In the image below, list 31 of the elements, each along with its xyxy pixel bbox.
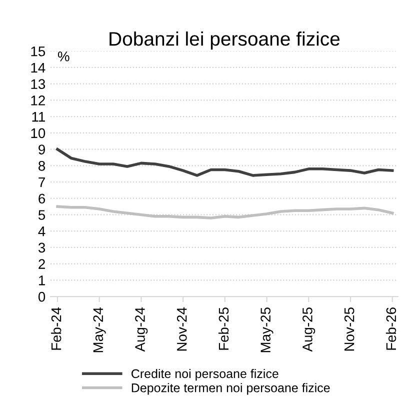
x-tick-label: Nov-24 — [176, 307, 187, 351]
x-tick-label: Aug-25 — [302, 308, 316, 352]
chart-title: Dobanzi lei persoane fizice — [110, 31, 340, 50]
x-tick-label: Aug-24 — [135, 307, 148, 352]
y-tick-label: 7 — [38, 177, 45, 188]
y-tick-label: 11 — [32, 112, 45, 122]
y-tick-label: 9 — [38, 144, 45, 154]
line-series — [56, 205, 394, 220]
y-tick-label: 5 — [38, 210, 46, 220]
y-tick-label: 13 — [31, 79, 46, 90]
legend-label: Credite noi persoane fizice — [132, 368, 278, 381]
y-tick-label: 8 — [38, 160, 46, 171]
y-tick-label: 6 — [38, 194, 46, 204]
x-tick-label: Feb-26 — [386, 308, 396, 350]
annotation: % — [58, 52, 70, 62]
x-tick-label: May-25 — [260, 308, 274, 352]
y-tick-label: 3 — [38, 242, 46, 253]
x-tick-label: Nov-25 — [344, 308, 354, 351]
legend-label: Depozite termen noi persoane fizice — [132, 383, 330, 395]
y-tick-label: 2 — [38, 259, 45, 269]
x-tick-label: Feb-25 — [218, 308, 229, 350]
y-tick-label: 0 — [38, 292, 46, 302]
x-tick-label: May-24 — [93, 307, 106, 352]
x-tick-label: Feb-24 — [51, 307, 62, 350]
y-tick-label: 4 — [38, 226, 46, 236]
y-tick-label: 15 — [31, 46, 46, 56]
y-tick-label: 1 — [38, 276, 45, 286]
y-tick-label: 14 — [31, 62, 46, 73]
y-tick-label: 10 — [31, 128, 46, 138]
y-tick-label: 12 — [31, 96, 45, 106]
line-series — [56, 148, 394, 177]
